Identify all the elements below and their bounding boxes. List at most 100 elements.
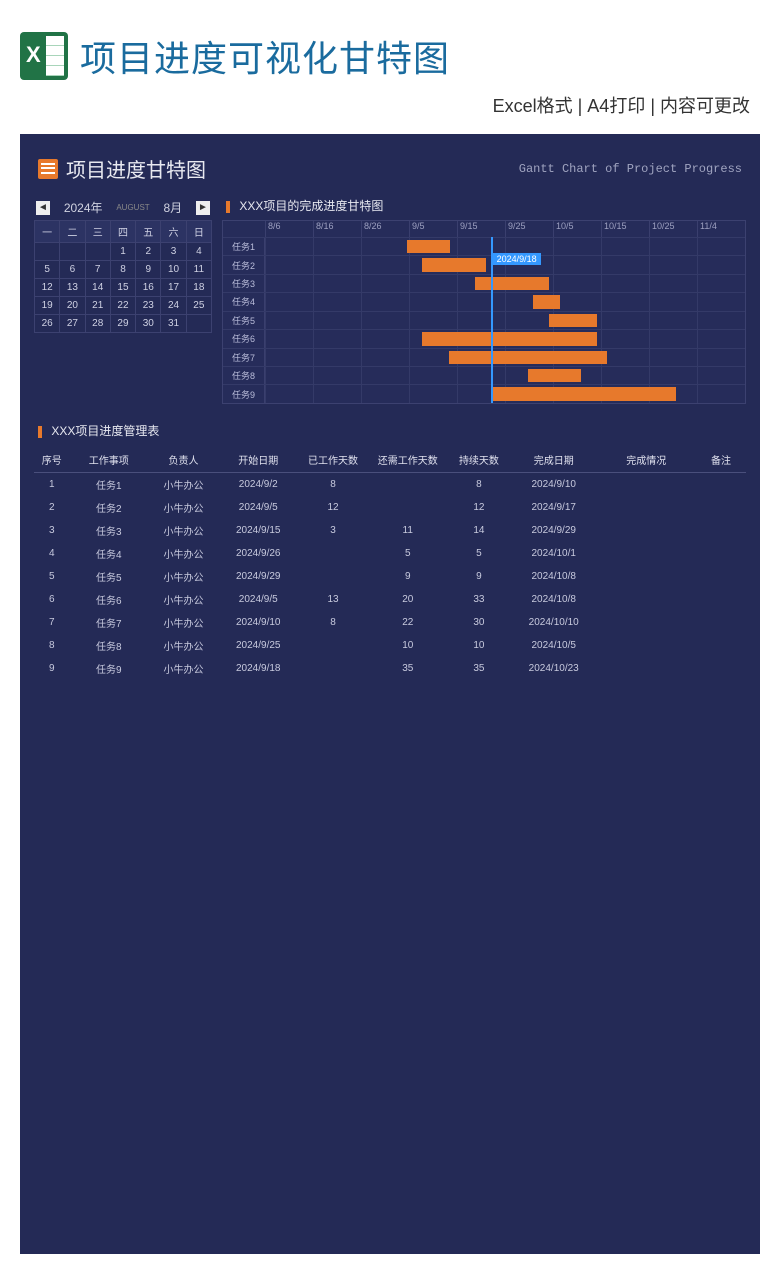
table-cell: 30 [447, 611, 511, 634]
table-cell: 9 [34, 657, 70, 680]
cal-day[interactable]: 14 [85, 279, 110, 297]
cal-day[interactable] [35, 243, 60, 261]
table-cell: 任务1 [70, 473, 148, 497]
gantt-bar [549, 314, 597, 327]
gantt-bar [491, 387, 676, 400]
table-cell: 8 [447, 473, 511, 497]
gantt-row-label: 任务3 [223, 275, 265, 292]
table-cell: 2024/9/10 [511, 473, 596, 497]
table-cell: 13 [297, 588, 368, 611]
header-subtitle: Excel格式 | A4打印 | 内容可更改 [0, 92, 780, 134]
cal-day[interactable]: 17 [161, 279, 186, 297]
gantt-bar [528, 369, 581, 382]
gantt-xaxis-tick: 11/4 [697, 221, 745, 237]
table-cell: 任务7 [70, 611, 148, 634]
cal-day[interactable]: 31 [161, 315, 186, 333]
cal-day[interactable]: 22 [110, 297, 135, 315]
cal-day[interactable]: 2 [136, 243, 161, 261]
cal-day[interactable]: 4 [186, 243, 211, 261]
cal-day[interactable]: 29 [110, 315, 135, 333]
list-icon [38, 159, 58, 179]
table-cell: 5 [447, 542, 511, 565]
cal-day[interactable]: 25 [186, 297, 211, 315]
cal-day[interactable]: 9 [136, 261, 161, 279]
table-cell: 20 [369, 588, 447, 611]
calendar-table: 一二三四五六日 12345678910111213141516171819202… [34, 220, 212, 333]
cal-day[interactable]: 5 [35, 261, 60, 279]
doc-title-cn: 项目进度甘特图 [66, 154, 206, 183]
gantt-row: 任务3 [223, 274, 745, 292]
table-cell: 2024/9/17 [511, 496, 596, 519]
cal-weekday: 二 [60, 221, 85, 243]
cal-day[interactable]: 23 [136, 297, 161, 315]
cal-weekday: 六 [161, 221, 186, 243]
cal-year: 2024年 [64, 199, 103, 216]
cal-next-button[interactable]: ► [196, 201, 210, 215]
gantt-row: 任务2 [223, 255, 745, 273]
cal-day[interactable] [60, 243, 85, 261]
cal-day[interactable]: 16 [136, 279, 161, 297]
table-cell [596, 565, 696, 588]
progress-table: 序号工作事项负责人开始日期已工作天数还需工作天数持续天数完成日期完成情况备注 1… [34, 447, 746, 680]
cal-day[interactable]: 13 [60, 279, 85, 297]
table-header: 持续天数 [447, 447, 511, 473]
table-cell: 6 [34, 588, 70, 611]
cal-day[interactable]: 12 [35, 279, 60, 297]
table-cell: 小牛办公 [148, 542, 219, 565]
table-cell [696, 519, 746, 542]
table-cell: 任务6 [70, 588, 148, 611]
cal-day[interactable]: 24 [161, 297, 186, 315]
table-cell: 小牛办公 [148, 519, 219, 542]
table-cell [696, 611, 746, 634]
table-cell: 11 [369, 519, 447, 542]
cal-day[interactable] [85, 243, 110, 261]
table-row: 9任务9小牛办公2024/9/1835352024/10/23 [34, 657, 746, 680]
table-cell: 10 [447, 634, 511, 657]
cal-day[interactable]: 11 [186, 261, 211, 279]
table-title: XXX项目进度管理表 [51, 424, 159, 438]
gantt-xaxis-tick: 9/15 [457, 221, 505, 237]
table-cell: 1 [34, 473, 70, 497]
gantt-bar [422, 258, 485, 271]
cal-day[interactable]: 3 [161, 243, 186, 261]
cal-day[interactable]: 27 [60, 315, 85, 333]
cal-day[interactable]: 18 [186, 279, 211, 297]
table-cell [297, 565, 368, 588]
table-cell [696, 657, 746, 680]
table-cell: 7 [34, 611, 70, 634]
cal-month-en: AUGUST [116, 203, 149, 212]
table-cell: 3 [297, 519, 368, 542]
cal-day[interactable]: 6 [60, 261, 85, 279]
doc-title-row: 项目进度甘特图 Gantt Chart of Project Progress [34, 148, 746, 195]
cal-day[interactable]: 7 [85, 261, 110, 279]
cal-day[interactable]: 8 [110, 261, 135, 279]
cal-day[interactable]: 30 [136, 315, 161, 333]
table-cell: 2 [34, 496, 70, 519]
gantt-xaxis-tick: 10/15 [601, 221, 649, 237]
table-cell [696, 588, 746, 611]
gantt-today-label: 2024/9/18 [493, 253, 541, 265]
table-cell [297, 657, 368, 680]
cal-day[interactable]: 20 [60, 297, 85, 315]
gantt-row-label: 任务4 [223, 293, 265, 310]
gantt-xaxis-tick: 9/5 [409, 221, 457, 237]
cal-day[interactable]: 26 [35, 315, 60, 333]
table-cell: 33 [447, 588, 511, 611]
table-cell: 2024/9/18 [219, 657, 297, 680]
cal-day[interactable]: 15 [110, 279, 135, 297]
cal-prev-button[interactable]: ◄ [36, 201, 50, 215]
cal-day[interactable]: 28 [85, 315, 110, 333]
cal-day[interactable]: 1 [110, 243, 135, 261]
cal-day[interactable]: 21 [85, 297, 110, 315]
table-cell: 任务2 [70, 496, 148, 519]
table-row: 8任务8小牛办公2024/9/2510102024/10/5 [34, 634, 746, 657]
gantt-bar [475, 277, 549, 290]
table-row: 1任务1小牛办公2024/9/2882024/9/10 [34, 473, 746, 497]
cal-day[interactable]: 10 [161, 261, 186, 279]
cal-month-cn: 8月 [163, 199, 182, 216]
cal-day[interactable] [186, 315, 211, 333]
table-cell: 任务5 [70, 565, 148, 588]
table-cell: 小牛办公 [148, 565, 219, 588]
table-cell [596, 473, 696, 497]
cal-day[interactable]: 19 [35, 297, 60, 315]
